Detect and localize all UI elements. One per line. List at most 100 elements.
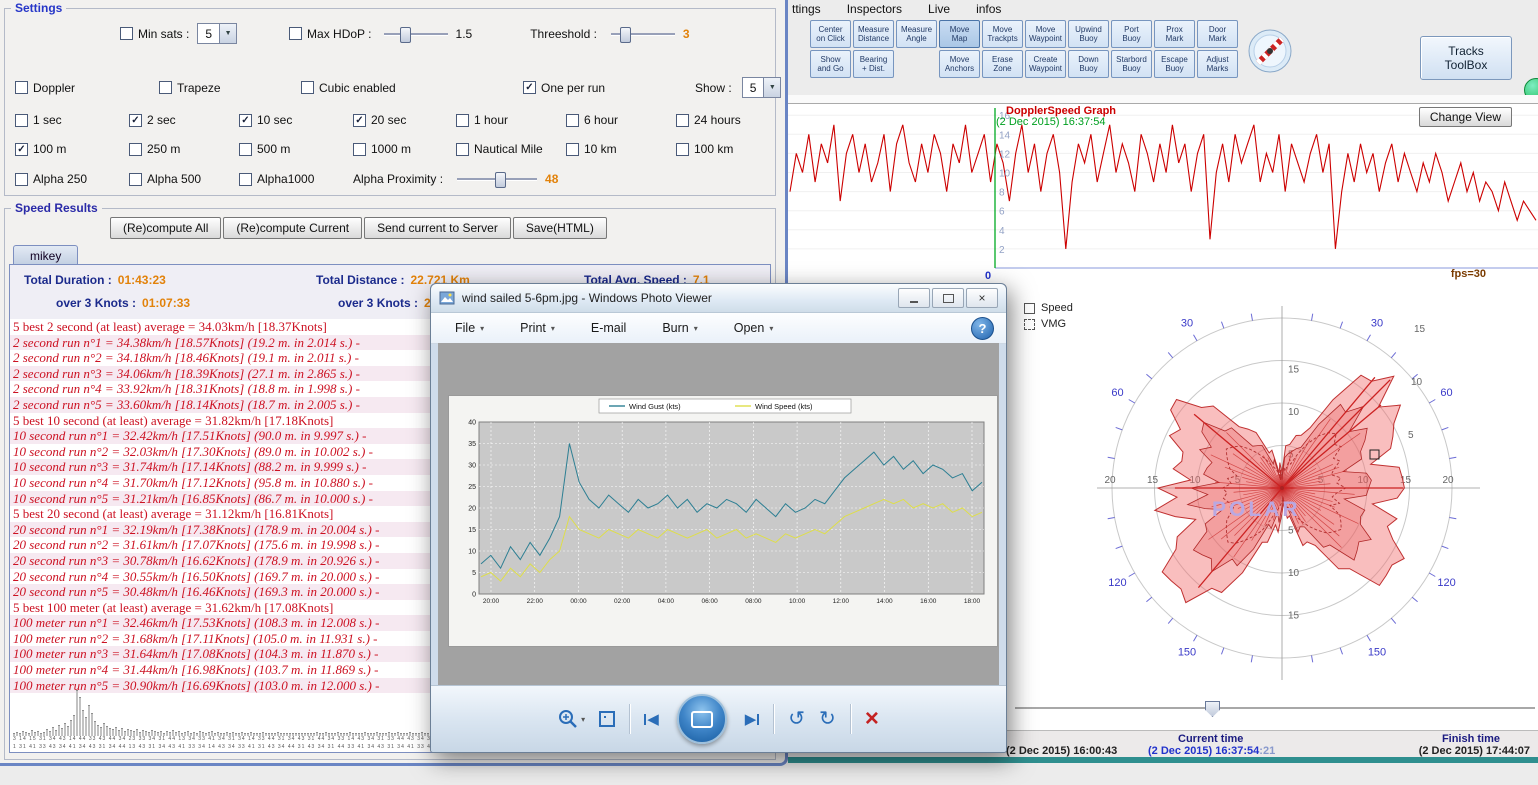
button-re-compute-current[interactable]: (Re)compute Current	[223, 217, 362, 239]
tool-move-trackpts[interactable]: MoveTrackpts	[982, 20, 1023, 48]
tool-adjust-marks[interactable]: AdjustMarks	[1197, 50, 1238, 78]
viewer-menu-file[interactable]: File▾	[455, 321, 484, 335]
slideshow-icon	[691, 711, 713, 728]
tool-erase-zone[interactable]: EraseZone	[982, 50, 1023, 78]
viewer-menu-print[interactable]: Print▾	[520, 321, 555, 335]
tool-measure-distance[interactable]: MeasureDistance	[853, 20, 894, 48]
zoom-button[interactable]: ▾	[558, 709, 585, 729]
button-send-current-to-server[interactable]: Send current to Server	[364, 217, 511, 239]
change-view-button[interactable]: Change View	[1419, 107, 1512, 127]
menu-inspectors[interactable]: Inspectors	[847, 2, 902, 16]
tool-down-buoy[interactable]: DownBuoy	[1068, 50, 1109, 78]
wind-chart-image: 051015202530354020:0022:0000:0002:0004:0…	[448, 395, 998, 647]
show-select[interactable]: 5 ▼	[742, 77, 782, 98]
photo-viewer-titlebar[interactable]: wind sailed 5-6pm.jpg - Windows Photo Vi…	[431, 284, 1006, 313]
checkbox-6-hour[interactable]: 6 hour	[566, 113, 676, 127]
checkbox-label: Alpha 250	[33, 172, 87, 186]
checkbox-1-sec[interactable]: 1 sec	[15, 113, 129, 127]
checkbox-1-hour[interactable]: 1 hour	[456, 113, 566, 127]
alpha-proximity-slider[interactable]	[457, 171, 537, 187]
threshold-slider[interactable]	[611, 26, 675, 42]
checkbox-24-hours[interactable]: 24 hours	[676, 113, 776, 127]
tool-move-waypoint[interactable]: MoveWaypoint	[1025, 20, 1066, 48]
tool-center-on-click[interactable]: Centeron Click	[810, 20, 851, 48]
tool-move-map[interactable]: MoveMap	[939, 20, 980, 48]
checkbox-20-sec[interactable]: ✓20 sec	[353, 113, 456, 127]
checkbox-label: 100 m	[33, 142, 66, 156]
checkbox-alpha1000[interactable]: Alpha1000	[239, 172, 353, 186]
min-sats-checkbox[interactable]: Min sats :	[120, 27, 189, 41]
min-sats-select[interactable]: 5 ▼	[197, 23, 237, 44]
delete-button[interactable]: ×	[865, 707, 879, 731]
doppler-speed-graph[interactable]: 1614121086420 DopplerSpeed Graph (2 Dec …	[788, 103, 1538, 282]
maximize-button[interactable]	[932, 288, 964, 308]
doppler-plot: 1614121086420	[788, 104, 1538, 281]
slider-thumb[interactable]	[495, 172, 506, 188]
checkbox-one-per-run[interactable]: ✓One per run	[523, 81, 691, 95]
tool-bearing-dist[interactable]: Bearing+ Dist.	[853, 50, 894, 78]
checkbox-100-m[interactable]: ✓100 m	[15, 142, 129, 156]
button-save-html[interactable]: Save(HTML)	[513, 217, 607, 239]
menu-infos[interactable]: infos	[976, 2, 1001, 16]
time-slider[interactable]	[1015, 700, 1535, 716]
tool-escape-buoy[interactable]: EscapeBuoy	[1154, 50, 1195, 78]
menu-ttings[interactable]: ttings	[792, 2, 821, 16]
checkbox-1000-m[interactable]: 1000 m	[353, 142, 456, 156]
tool-port-buoy[interactable]: PortBuoy	[1111, 20, 1152, 48]
tool-move-anchors[interactable]: MoveAnchors	[939, 50, 980, 78]
checkbox-2-sec[interactable]: ✓2 sec	[129, 113, 239, 127]
play-slideshow-button[interactable]	[677, 694, 727, 744]
tracks-toolbox-button[interactable]: Tracks ToolBox	[1420, 36, 1512, 80]
max-hdop-checkbox[interactable]: Max HDoP :	[289, 27, 371, 41]
svg-text:15: 15	[468, 527, 476, 534]
histogram-bar	[52, 727, 54, 736]
checkbox-cubic-enabled[interactable]: Cubic enabled	[301, 81, 523, 95]
checkbox-label: Alpha1000	[257, 172, 314, 186]
tool-starbord-buoy[interactable]: StarbordBuoy	[1111, 50, 1152, 78]
checkbox-100-km[interactable]: 100 km	[676, 142, 776, 156]
checkbox-alpha-250[interactable]: Alpha 250	[15, 172, 129, 186]
minimize-button[interactable]	[898, 288, 930, 308]
checkbox-nautical-mile[interactable]: Nautical Mile	[456, 142, 566, 156]
viewer-menu-e-mail[interactable]: E-mail	[591, 321, 626, 335]
tool-prox-mark[interactable]: ProxMark	[1154, 20, 1195, 48]
show-label: Show :	[695, 81, 732, 95]
tab-mikey[interactable]: mikey	[13, 245, 78, 265]
rotate-counterclockwise-button[interactable]: ↺	[788, 709, 805, 729]
slider-thumb[interactable]	[400, 27, 411, 43]
histogram-bar	[109, 728, 111, 736]
slider-thumb[interactable]	[1205, 701, 1220, 717]
tool-create-waypoint[interactable]: CreateWaypoint	[1025, 50, 1066, 78]
close-button[interactable]: ×	[966, 288, 998, 308]
svg-text:120: 120	[1108, 577, 1126, 589]
speed-legend-box	[1024, 303, 1035, 314]
viewer-menu-burn[interactable]: Burn▾	[662, 321, 697, 335]
checkbox-10-sec[interactable]: ✓10 sec	[239, 113, 353, 127]
checkbox-doppler[interactable]: Doppler	[15, 81, 159, 95]
max-hdop-slider[interactable]	[384, 26, 448, 42]
actual-size-icon	[599, 711, 615, 727]
checkbox-trapeze[interactable]: Trapeze	[159, 81, 301, 95]
slider-thumb[interactable]	[620, 27, 631, 43]
tool-show-and-go[interactable]: Showand Go	[810, 50, 851, 78]
actual-size-button[interactable]	[599, 711, 615, 727]
legend-item-speed[interactable]: Speed	[1024, 302, 1073, 314]
checkbox-250-m[interactable]: 250 m	[129, 142, 239, 156]
button-re-compute-all[interactable]: (Re)compute All	[110, 217, 221, 239]
rotate-clockwise-button[interactable]: ↻	[819, 709, 836, 729]
histogram-bars	[13, 691, 432, 736]
tool-door-mark[interactable]: DoorMark	[1197, 20, 1238, 48]
checkbox-10-km[interactable]: 10 km	[566, 142, 676, 156]
legend-item-vmg[interactable]: VMG	[1024, 318, 1073, 330]
help-button[interactable]: ?	[971, 317, 994, 340]
previous-button[interactable]: ◀	[644, 710, 659, 728]
viewer-menu-open[interactable]: Open▾	[734, 321, 774, 335]
next-button[interactable]: ▶	[745, 710, 760, 728]
checkbox-500-m[interactable]: 500 m	[239, 142, 353, 156]
checkbox-label: Doppler	[33, 81, 75, 95]
tool-upwind-buoy[interactable]: UpwindBuoy	[1068, 20, 1109, 48]
checkbox-alpha-500[interactable]: Alpha 500	[129, 172, 239, 186]
maximize-icon	[943, 294, 954, 303]
menu-live[interactable]: Live	[928, 2, 950, 16]
tool-measure-angle[interactable]: MeasureAngle	[896, 20, 937, 48]
